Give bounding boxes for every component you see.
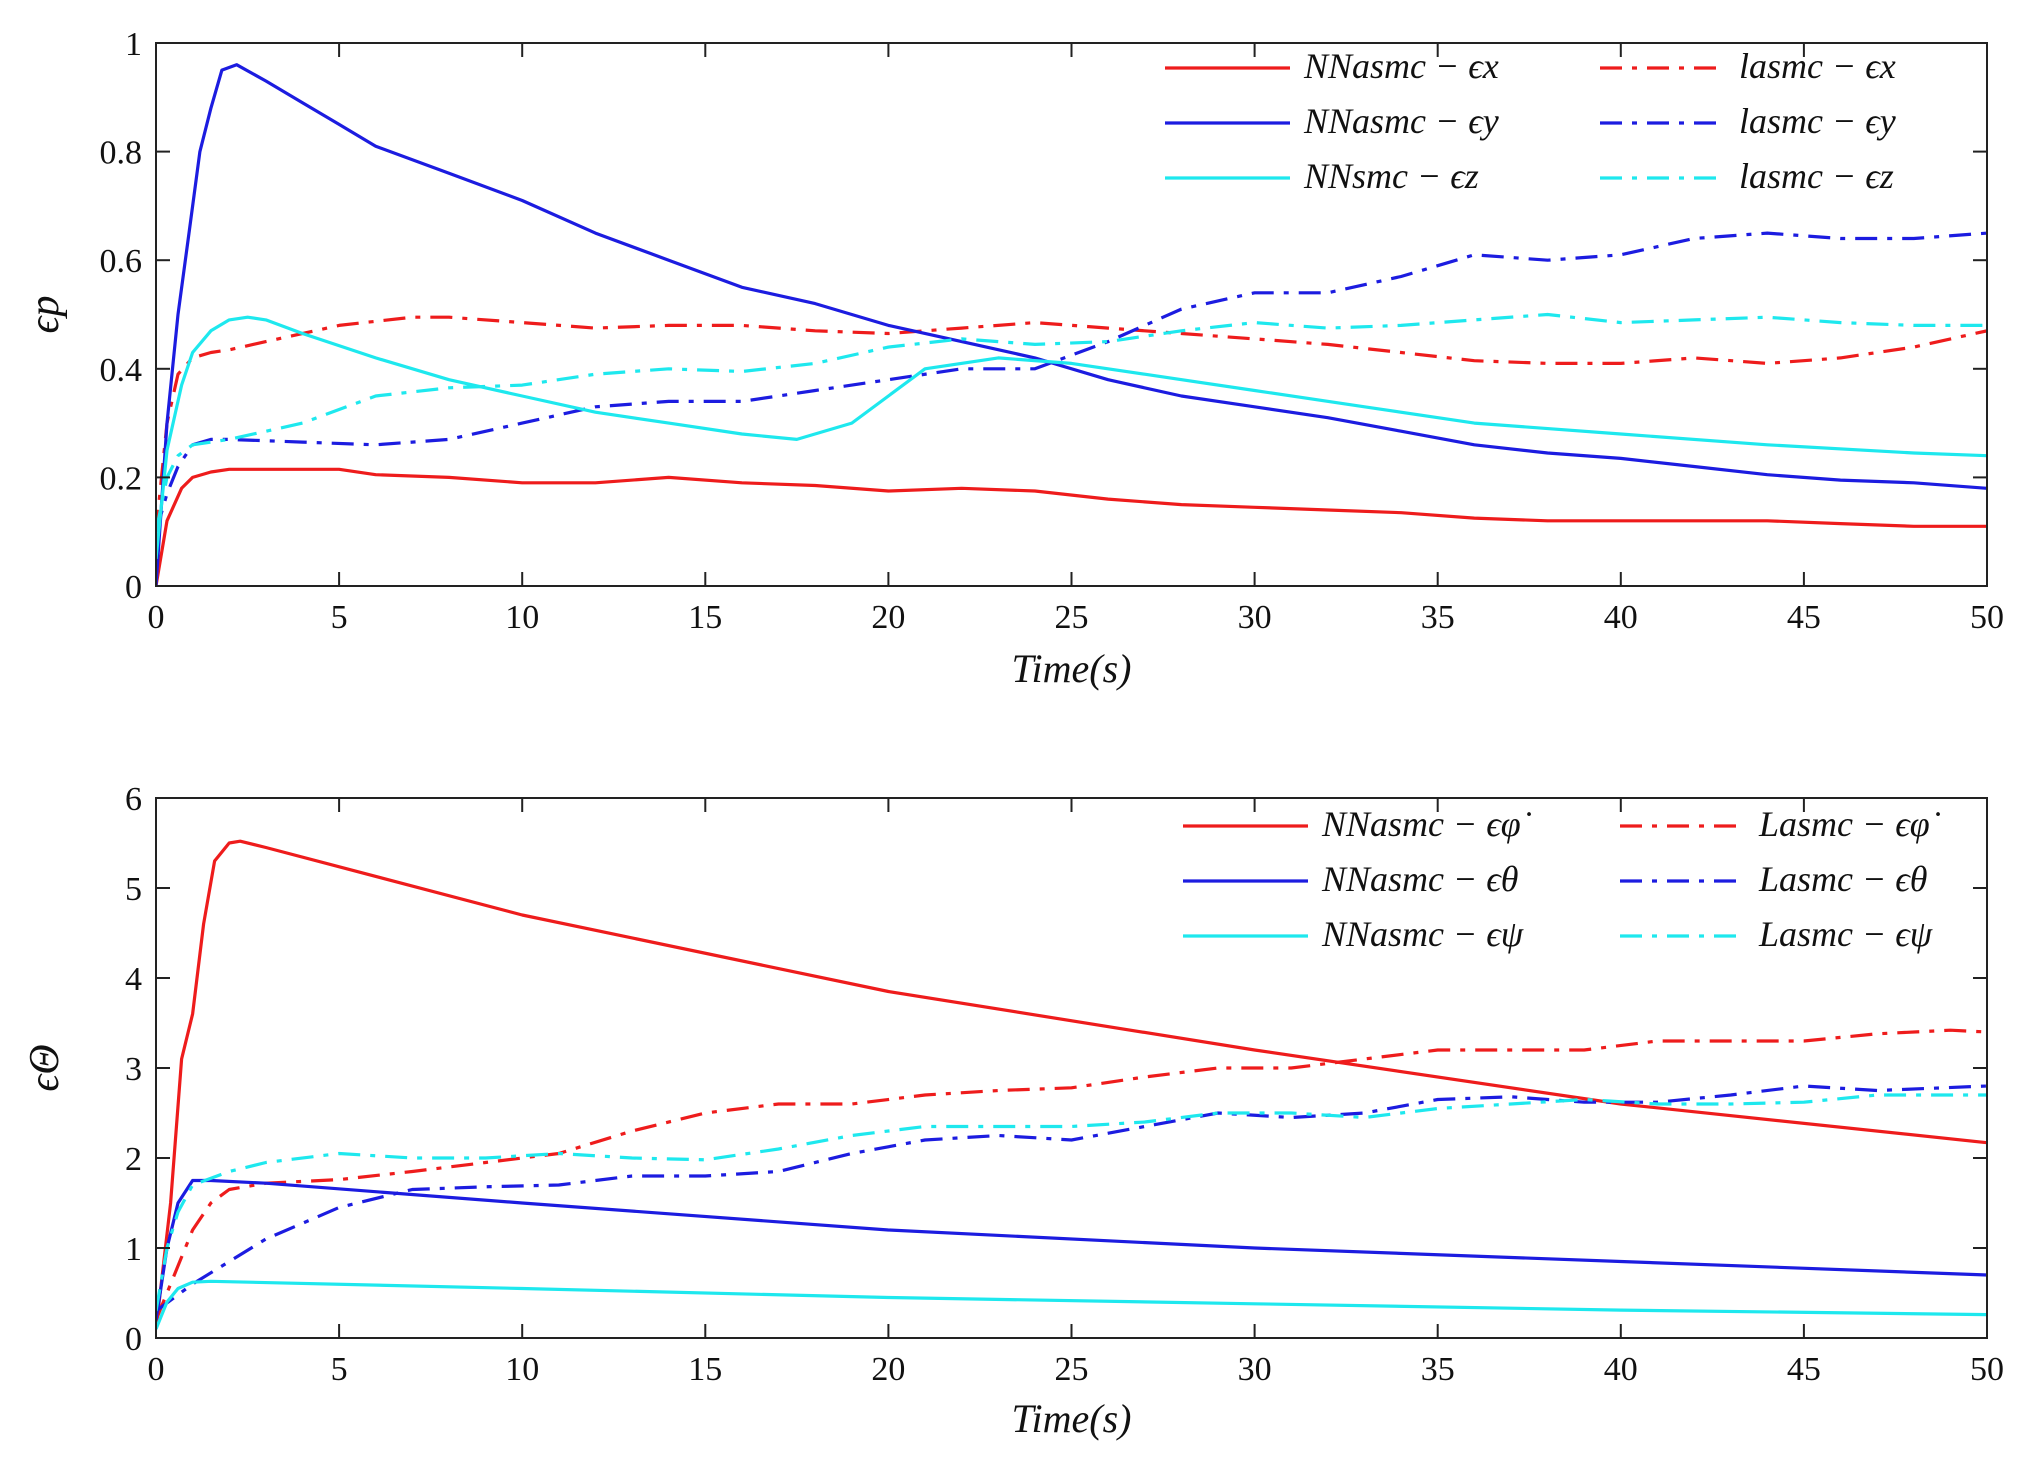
series-line-0	[156, 467, 1987, 586]
legend-label-5: lasmc − ϵz	[1739, 156, 1894, 196]
y-axis-label: ϵp	[22, 296, 68, 334]
x-tick-label: 25	[1055, 599, 1089, 636]
legend: NNasmc − ϵx lasmc − ϵx NNasmc − ϵy lasmc − …	[1165, 46, 1896, 196]
x-tick-label: 5	[331, 599, 348, 636]
x-tick-label: 40	[1604, 1351, 1638, 1388]
series-line-2	[156, 1178, 1987, 1321]
legend-label-0: NNasmc − ϵx	[1303, 46, 1499, 86]
y-tick-label: 2	[125, 1141, 142, 1178]
series-line-3	[156, 1084, 1987, 1313]
bottom-attitude-error-chart: 0 5 10 15 20 25 30 35 40 45 500123456Time(s)ϵΘNNas…	[22, 781, 2004, 1441]
x-tick-label: 45	[1787, 1351, 1821, 1388]
x-tick-label: 20	[871, 1351, 905, 1388]
series-line-3	[156, 231, 1987, 533]
legend-label-3: Lasmc − ϵθ	[1758, 859, 1928, 899]
series-line-2	[156, 63, 1987, 586]
x-tick-label: 30	[1238, 599, 1272, 636]
x-axis-label: Time(s)	[1012, 646, 1132, 691]
x-tick-label: 25	[1055, 1351, 1089, 1388]
x-tick-label: 0	[148, 1351, 165, 1388]
legend-label-4: NNsmc − ϵz	[1303, 156, 1479, 196]
series-line-5	[156, 312, 1987, 533]
x-tick-label: 45	[1787, 599, 1821, 636]
x-tick-label: 50	[1970, 599, 2004, 636]
series-line-0	[156, 839, 1987, 1330]
y-axis-label: ϵΘ	[22, 1044, 68, 1091]
x-tick-label: 15	[688, 1351, 722, 1388]
x-tick-label: 0	[148, 599, 165, 636]
y-tick-label: 0.8	[100, 135, 143, 172]
x-tick-label: 10	[505, 599, 539, 636]
y-tick-label: 0.2	[100, 460, 143, 497]
y-tick-label: 6	[125, 781, 142, 818]
series-line-1	[156, 315, 1987, 532]
y-tick-label: 1	[125, 26, 142, 63]
x-tick-label: 35	[1421, 599, 1455, 636]
series-line-5	[156, 1093, 1987, 1312]
series-line-4	[156, 1279, 1987, 1330]
legend-label-2: NNasmc − ϵθ	[1321, 859, 1519, 899]
x-tick-label: 40	[1604, 599, 1638, 636]
x-tick-label: 5	[331, 1351, 348, 1388]
series-group	[156, 63, 1987, 586]
legend: NNasmc − ϵφ̇ Lasmc − ϵφ̇ NNasmc − ϵθ Lasmc …	[1183, 804, 1941, 954]
x-tick-label: 10	[505, 1351, 539, 1388]
legend-label-1: Lasmc − ϵφ̇	[1758, 804, 1941, 844]
y-tick-label: 5	[125, 871, 142, 908]
x-tick-label: 30	[1238, 1351, 1272, 1388]
y-tick-label: 3	[125, 1051, 142, 1088]
y-tick-label: 0	[125, 569, 142, 606]
series-line-4	[156, 315, 1987, 560]
series-line-1	[156, 1028, 1987, 1321]
y-tick-label: 0.4	[100, 352, 143, 389]
y-tick-label: 0	[125, 1321, 142, 1358]
top-position-error-chart: 0 5 10 15 20 25 30 35 40 45 50 0 0.2 0.4 0.6 0.8 1 Time(s…	[22, 26, 2004, 691]
legend-label-1: lasmc − ϵx	[1739, 46, 1896, 86]
y-tick-label: 1	[125, 1231, 142, 1268]
legend-label-0: NNasmc − ϵφ̇	[1321, 804, 1532, 844]
x-tick-label: 15	[688, 599, 722, 636]
y-tick-label: 0.6	[100, 243, 143, 280]
x-tick-label: 35	[1421, 1351, 1455, 1388]
legend-label-3: lasmc − ϵy	[1739, 101, 1896, 141]
legend-label-5: Lasmc − ϵψ	[1758, 914, 1933, 954]
x-tick-label: 20	[871, 599, 905, 636]
x-axis-label: Time(s)	[1012, 1396, 1132, 1441]
y-tick-label: 4	[125, 961, 142, 998]
legend-label-4: NNasmc − ϵψ	[1321, 914, 1524, 954]
x-tick-label: 50	[1970, 1351, 2004, 1388]
series-group	[156, 839, 1987, 1330]
legend-label-2: NNasmc − ϵy	[1303, 101, 1499, 141]
